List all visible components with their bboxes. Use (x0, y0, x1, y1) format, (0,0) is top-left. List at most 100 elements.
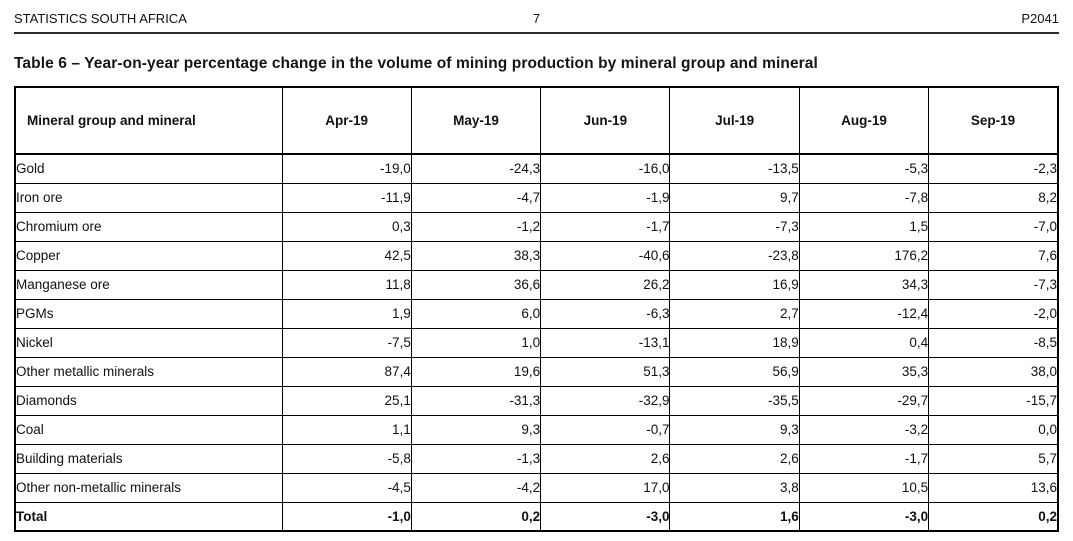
total-row: Total -1,0 0,2 -3,0 1,6 -3,0 0,2 (14, 501, 1059, 532)
value-cell: 16,9 (669, 269, 800, 300)
value-cell: -13,5 (669, 153, 800, 184)
value-cell: -23,8 (669, 240, 800, 271)
value-cell: 10,5 (798, 472, 930, 503)
mining-production-table: Mineral group and mineral Apr-19 May-19 Jun… (14, 86, 1059, 532)
table-head: Mineral group and mineral Apr-19 May-19 Jun… (14, 86, 1059, 155)
table-row: Other metallic minerals 87,4 19,6 51,3 56,9 3… (14, 356, 1059, 387)
value-cell: 35,3 (798, 356, 930, 387)
value-cell: -7,3 (669, 211, 800, 242)
value-cell: -11,9 (281, 182, 412, 213)
column-header-month: Sep-19 (928, 86, 1059, 155)
column-header-month: Apr-19 (281, 86, 412, 155)
column-header-month: Jun-19 (540, 86, 671, 155)
value-cell: 2,6 (669, 443, 800, 474)
table-title: Table 6 – Year-on-year percentage change… (14, 55, 818, 72)
value-cell: -4,7 (410, 182, 542, 213)
value-cell: 87,4 (281, 356, 412, 387)
value-cell: 176,2 (798, 240, 930, 271)
value-cell: 1,6 (669, 501, 800, 532)
value-cell: 9,3 (410, 414, 542, 445)
value-cell: -7,8 (798, 182, 930, 213)
value-cell: 3,8 (669, 472, 800, 503)
page-number: 7 (532, 11, 541, 26)
value-cell: -7,5 (281, 327, 412, 358)
value-cell: 11,8 (281, 269, 412, 300)
value-cell: -1,7 (798, 443, 930, 474)
table-row: Iron ore -11,9 -4,7 -1,9 9,7 -7,8 8,2 (14, 182, 1059, 213)
value-cell: -15,7 (928, 385, 1059, 416)
value-cell: -5,3 (798, 153, 930, 184)
value-cell: 13,6 (928, 472, 1059, 503)
table-row: Manganese ore 11,8 36,6 26,2 16,9 34,3 -7,3 (14, 269, 1059, 300)
page-header: STATISTICS SOUTH AFRICA 7 P2041 (14, 0, 1059, 34)
value-cell: 7,6 (928, 240, 1059, 271)
value-cell: -40,6 (540, 240, 671, 271)
value-cell: -24,3 (410, 153, 542, 184)
value-cell: 36,6 (410, 269, 542, 300)
column-header-label: Mineral group and mineral (14, 86, 283, 155)
mineral-label: Other non-metallic minerals (14, 472, 283, 503)
total-label: Total (14, 501, 283, 532)
value-cell: 9,3 (669, 414, 800, 445)
mineral-label: Building materials (14, 443, 283, 474)
value-cell: -4,2 (410, 472, 542, 503)
value-cell: -1,3 (410, 443, 542, 474)
value-cell: -7,0 (928, 211, 1059, 242)
value-cell: -3,0 (540, 501, 671, 532)
value-cell: -1,9 (540, 182, 671, 213)
value-cell: 2,7 (669, 298, 800, 329)
table-row: Coal 1,1 9,3 -0,7 9,3 -3,2 0,0 (14, 414, 1059, 445)
value-cell: -13,1 (540, 327, 671, 358)
value-cell: -8,5 (928, 327, 1059, 358)
value-cell: -32,9 (540, 385, 671, 416)
value-cell: -31,3 (410, 385, 542, 416)
value-cell: 38,3 (410, 240, 542, 271)
value-cell: -12,4 (798, 298, 930, 329)
mineral-label: Gold (14, 153, 283, 184)
header-row: Mineral group and mineral Apr-19 May-19 Jun… (14, 86, 1059, 155)
mineral-label: PGMs (14, 298, 283, 329)
value-cell: -3,0 (798, 501, 930, 532)
value-cell: 0,0 (928, 414, 1059, 445)
table-body: Gold -19,0 -24,3 -16,0 -13,5 -5,3 -2,3 Iron ore… (14, 153, 1059, 532)
value-cell: -1,0 (281, 501, 412, 532)
value-cell: 1,1 (281, 414, 412, 445)
value-cell: -6,3 (540, 298, 671, 329)
value-cell: 9,7 (669, 182, 800, 213)
report-code: P2041 (1021, 11, 1059, 26)
value-cell: -0,7 (540, 414, 671, 445)
value-cell: 0,3 (281, 211, 412, 242)
table-row: Nickel -7,5 1,0 -13,1 18,9 0,4 -8,5 (14, 327, 1059, 358)
table-row: Diamonds 25,1 -31,3 -32,9 -35,5 -29,7 -15,7 (14, 385, 1059, 416)
value-cell: 6,0 (410, 298, 542, 329)
value-cell: 8,2 (928, 182, 1059, 213)
column-header-month: Jul-19 (669, 86, 800, 155)
value-cell: -5,8 (281, 443, 412, 474)
table-row: Gold -19,0 -24,3 -16,0 -13,5 -5,3 -2,3 (14, 153, 1059, 184)
column-header-month: May-19 (410, 86, 542, 155)
value-cell: 51,3 (540, 356, 671, 387)
value-cell: 1,0 (410, 327, 542, 358)
value-cell: 1,5 (798, 211, 930, 242)
table-row: Chromium ore 0,3 -1,2 -1,7 -7,3 1,5 -7,0 (14, 211, 1059, 242)
value-cell: 17,0 (540, 472, 671, 503)
table-row: PGMs 1,9 6,0 -6,3 2,7 -12,4 -2,0 (14, 298, 1059, 329)
value-cell: 25,1 (281, 385, 412, 416)
mineral-label: Other metallic minerals (14, 356, 283, 387)
table-row: Other non-metallic minerals -4,5 -4,2 17,0 3… (14, 472, 1059, 503)
value-cell: -16,0 (540, 153, 671, 184)
mineral-label: Iron ore (14, 182, 283, 213)
value-cell: -7,3 (928, 269, 1059, 300)
mineral-label: Diamonds (14, 385, 283, 416)
value-cell: 1,9 (281, 298, 412, 329)
value-cell: -4,5 (281, 472, 412, 503)
value-cell: -1,7 (540, 211, 671, 242)
value-cell: -29,7 (798, 385, 930, 416)
value-cell: -1,2 (410, 211, 542, 242)
mineral-label: Coal (14, 414, 283, 445)
value-cell: 0,4 (798, 327, 930, 358)
mineral-label: Copper (14, 240, 283, 271)
value-cell: 19,6 (410, 356, 542, 387)
table-row: Copper 42,5 38,3 -40,6 -23,8 176,2 7,6 (14, 240, 1059, 271)
